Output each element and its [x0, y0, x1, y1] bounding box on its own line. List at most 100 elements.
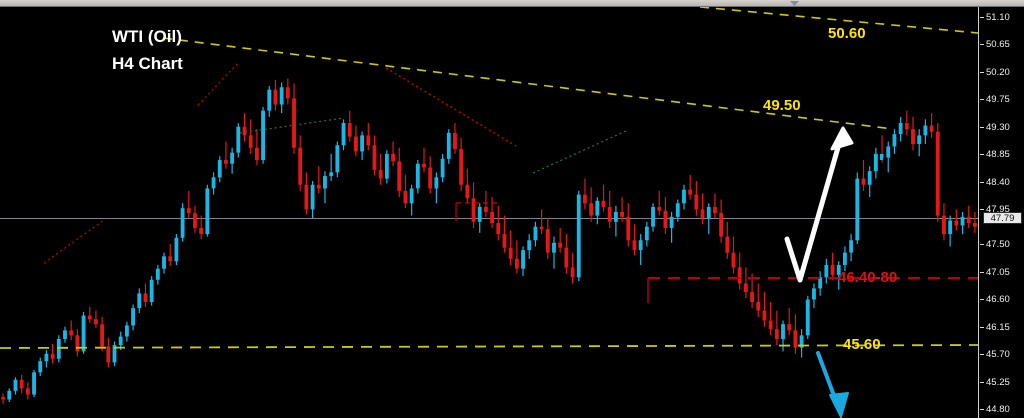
- candle-body: [81, 315, 86, 352]
- candle-body: [824, 264, 829, 278]
- candle-body: [762, 310, 767, 321]
- candle-body: [384, 153, 389, 179]
- price-tick: 46.15: [979, 322, 1024, 334]
- candle-body: [793, 330, 798, 348]
- candle-body: [75, 335, 80, 352]
- price-tick: 48.85: [979, 149, 1024, 161]
- candle-body: [118, 336, 123, 346]
- candle-body: [843, 252, 847, 265]
- candle-body: [923, 125, 928, 136]
- candle-body: [508, 247, 513, 259]
- bearish-arrow-head: [829, 392, 849, 418]
- candle-body: [620, 211, 624, 217]
- blue-dot-marker: [880, 154, 883, 160]
- price-tick-label: 49.30: [986, 122, 1010, 133]
- trendline-green-2: [532, 130, 627, 174]
- candle-body: [155, 268, 160, 280]
- candle-body: [459, 148, 464, 185]
- chart-cursor-marker: [790, 1, 799, 6]
- candle-body: [682, 189, 686, 204]
- candle-body: [112, 345, 117, 363]
- candle-body: [44, 353, 49, 362]
- candle-body: [613, 211, 618, 222]
- candle-body: [329, 172, 334, 177]
- candle-body: [372, 145, 377, 170]
- candle-body: [731, 252, 736, 268]
- bullish-arrow-head: [830, 126, 854, 151]
- candle-body: [217, 160, 222, 178]
- candle-body: [446, 132, 451, 159]
- chart-plot-area[interactable]: WTI (Oil) H4 Chart 50.60 49.50 46.40-80 …: [0, 7, 978, 418]
- candle-body: [873, 153, 878, 172]
- candle-body: [310, 184, 315, 210]
- candle-body: [261, 110, 265, 161]
- price-tick: 50.20: [979, 67, 1024, 79]
- price-tick-label: 48.85: [986, 149, 1010, 160]
- candle-body: [688, 189, 693, 195]
- chart-title-line1: WTI (Oil): [112, 27, 182, 46]
- candle-body: [527, 240, 532, 251]
- price-tick-label: 48.40: [986, 177, 1010, 188]
- trendline-green-1: [239, 117, 345, 134]
- candle-body: [743, 283, 748, 293]
- candle-body: [354, 136, 358, 152]
- price-tick: 45.70: [979, 349, 1024, 361]
- candle-body: [292, 98, 296, 148]
- current-price-line: [0, 218, 978, 219]
- toolbar-strip: [0, 0, 1024, 7]
- candle-body: [725, 236, 730, 253]
- annotation-50-60: 50.60: [828, 25, 866, 42]
- price-tick-label: 45.25: [986, 377, 1010, 388]
- annotation-46-40-80: 46.40-80: [838, 269, 898, 286]
- trendline-red-mid: [197, 61, 240, 106]
- candle-body: [830, 264, 835, 275]
- candle-body: [558, 242, 563, 248]
- candle-body: [316, 184, 321, 189]
- candle-body: [514, 258, 519, 269]
- candle-body: [644, 226, 649, 241]
- candle-body: [570, 267, 575, 278]
- candle-body: [50, 353, 55, 359]
- candle-body: [422, 163, 426, 168]
- candle-body: [471, 198, 476, 222]
- candle-body: [242, 126, 247, 136]
- candle-body: [273, 89, 278, 105]
- candle-body: [700, 209, 705, 219]
- candle-body: [502, 234, 507, 248]
- candle-body: [935, 131, 940, 216]
- candle-body: [607, 206, 612, 222]
- price-tick-label: 46.15: [986, 322, 1010, 333]
- candle-body: [521, 250, 525, 269]
- candle-body: [131, 308, 135, 326]
- bullish-arrow: [784, 127, 846, 283]
- candle-body: [38, 361, 43, 373]
- candle-body: [496, 222, 501, 235]
- candle-body: [415, 163, 420, 189]
- candle-body: [750, 292, 754, 302]
- candle-body: [787, 324, 792, 331]
- candle-body: [403, 190, 408, 204]
- candle-body: [490, 211, 495, 223]
- price-tick-label: 45.70: [986, 349, 1010, 360]
- candle-body: [168, 256, 173, 262]
- candle-body: [595, 200, 600, 216]
- candle-body: [25, 388, 30, 395]
- candle-body: [849, 240, 854, 253]
- candle-body: [564, 247, 569, 268]
- candle-body: [366, 135, 371, 146]
- candle-body: [836, 264, 841, 275]
- candle-body: [162, 256, 166, 269]
- candle-body: [669, 216, 674, 228]
- candle-body: [855, 178, 860, 241]
- price-tick-label: 47.50: [986, 239, 1010, 250]
- candle-body: [626, 216, 631, 241]
- candle-body: [911, 129, 915, 144]
- price-scale-axis[interactable]: 51.10 50.65 50.20 49.75 49.30 48.85 48.40 47.95…: [978, 7, 1024, 418]
- price-tick-label: 44.80: [986, 404, 1010, 415]
- candle-body: [347, 123, 352, 137]
- candle-body: [867, 171, 872, 185]
- candle-body: [942, 215, 946, 235]
- candle-body: [378, 169, 383, 179]
- candle-body: [124, 325, 129, 337]
